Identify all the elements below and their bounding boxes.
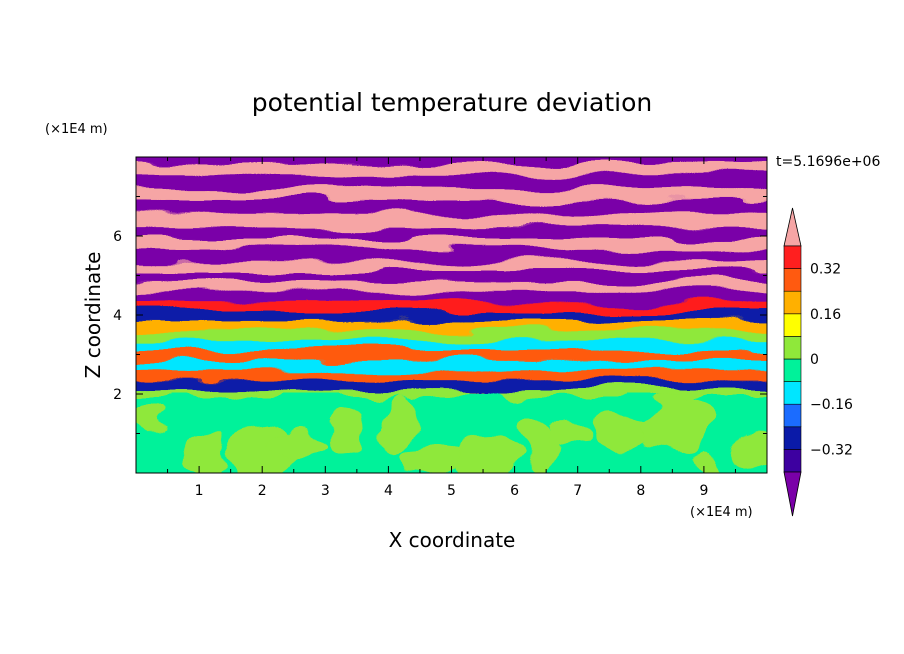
colorbar-swatch xyxy=(783,290,802,315)
heatmap-blob xyxy=(260,429,328,454)
x-axis-label: X coordinate xyxy=(389,528,516,552)
y-tick-label: 6 xyxy=(113,229,122,245)
heatmap-band xyxy=(136,340,767,352)
heatmap-blob xyxy=(404,450,460,473)
heatmap-band xyxy=(136,291,767,303)
x-tick-label: 9 xyxy=(699,483,708,499)
heatmap-band xyxy=(136,261,767,273)
colorbar-swatch xyxy=(783,449,802,473)
colorbar-swatch xyxy=(783,313,802,337)
y-tick-label: 2 xyxy=(113,387,122,403)
colorbar-tick-label: 0.16 xyxy=(810,307,841,323)
x-tick-label: 4 xyxy=(384,483,393,499)
x-tick-label: 5 xyxy=(447,483,456,499)
heatmap-blob xyxy=(642,392,710,453)
heatmap-band xyxy=(136,330,767,342)
colorbar-bottom-arrow xyxy=(783,471,802,517)
heatmap-band xyxy=(136,249,767,263)
heatmap-blob xyxy=(595,409,651,452)
heatmap-band xyxy=(136,174,767,190)
x-tick-label: 6 xyxy=(510,483,519,499)
heatmap-blob xyxy=(187,436,231,473)
colorbar-swatch xyxy=(783,245,802,269)
heatmap-blob xyxy=(692,447,724,472)
colorbar-swatch xyxy=(783,426,802,450)
y-axis-ticks: 2 4 6 xyxy=(113,196,767,434)
heatmap-band xyxy=(136,162,767,176)
colorbar-top-arrow xyxy=(783,207,802,247)
heatmap-band xyxy=(136,281,767,293)
y-tick-label: 4 xyxy=(113,308,122,324)
heatmap-blob xyxy=(378,395,422,456)
colorbar-tick-label: −0.16 xyxy=(810,397,853,413)
x-tick-label: 3 xyxy=(321,483,330,499)
heatmap-band xyxy=(136,200,767,216)
heatmap-band xyxy=(136,188,767,202)
colorbar-swatch xyxy=(783,268,802,292)
heatmap-band xyxy=(136,370,767,382)
heatmap-band xyxy=(136,271,767,283)
colorbar-swatch xyxy=(783,381,802,405)
x-axis-ticks: 1 2 3 4 5 6 7 8 9 xyxy=(167,157,736,499)
heatmap-blob xyxy=(522,416,554,473)
heatmap-band xyxy=(136,237,767,251)
heatmap-band xyxy=(136,390,767,397)
time-stamp: t=5.1696e+06 xyxy=(776,154,880,170)
heatmap-band xyxy=(136,311,767,322)
plot-area xyxy=(136,157,767,473)
heatmap-band xyxy=(136,226,767,239)
heatmap-band xyxy=(136,350,767,362)
heatmap-blob xyxy=(739,430,767,473)
x-tick-label: 7 xyxy=(573,483,582,499)
y-axis-unit: (×1E4 m) xyxy=(45,122,108,137)
heatmap-band xyxy=(136,301,767,313)
x-tick-label: 2 xyxy=(258,483,267,499)
x-tick-label: 1 xyxy=(195,483,204,499)
heatmap-blob xyxy=(140,408,172,433)
heatmap-band xyxy=(136,214,767,228)
colorbar-tick-label: 0.32 xyxy=(810,262,841,278)
colorbar-tick-label: −0.32 xyxy=(810,442,853,458)
colorbar-swatch xyxy=(783,403,802,428)
colorbar-labels: 0.32 0.16 0 −0.16 −0.32 xyxy=(810,262,853,459)
heatmap-blob xyxy=(548,426,592,451)
heatmap-blob xyxy=(451,433,519,473)
heatmap-blob xyxy=(331,412,363,455)
heatmap-lower-blobs xyxy=(136,392,767,473)
colorbar-swatch xyxy=(783,336,802,360)
x-axis-unit: (×1E4 m) xyxy=(690,505,753,520)
heatmap-band xyxy=(136,380,767,392)
y-axis-label: Z coordinate xyxy=(81,252,105,379)
colorbar xyxy=(783,207,802,517)
colorbar-tick-label: 0 xyxy=(810,352,819,368)
x-tick-label: 8 xyxy=(636,483,645,499)
heatmap-band xyxy=(136,320,767,332)
colorbar-swatch xyxy=(783,358,802,382)
chart-title: potential temperature deviation xyxy=(252,88,652,117)
heatmap-band xyxy=(136,360,767,372)
